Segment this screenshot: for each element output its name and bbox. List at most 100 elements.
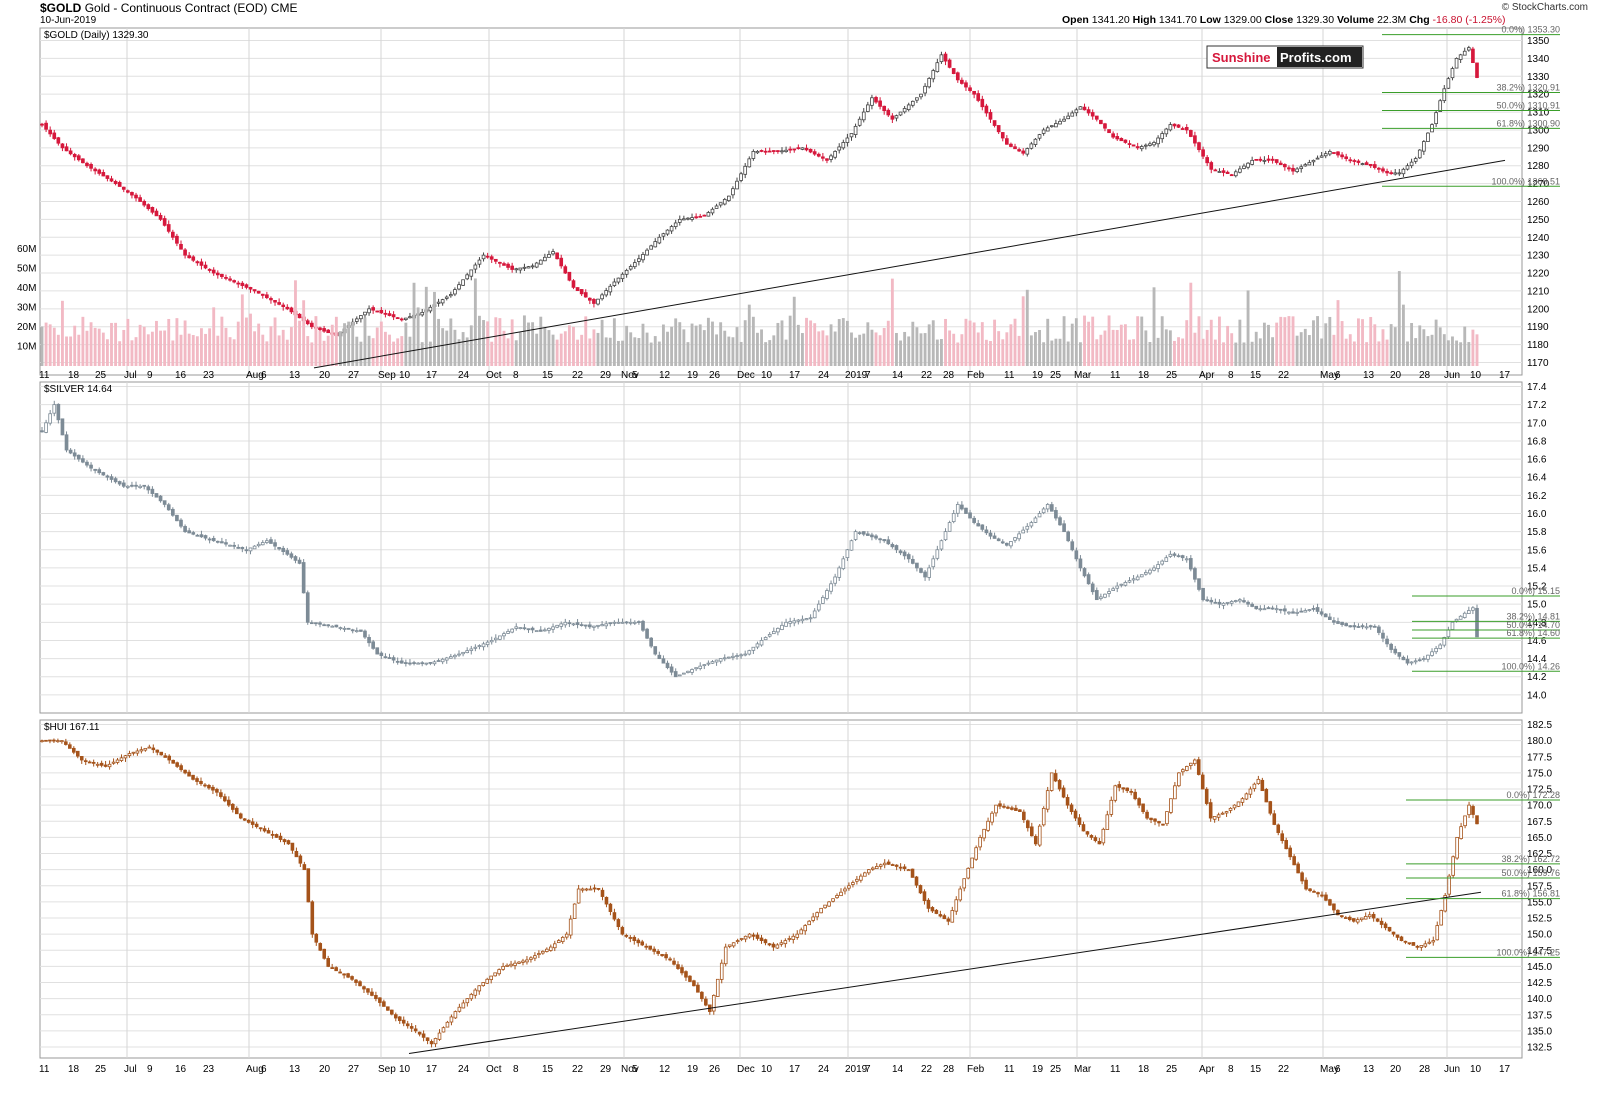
candle bbox=[992, 120, 997, 126]
candle bbox=[1348, 625, 1353, 628]
y-tick-label: 140.0 bbox=[1527, 994, 1552, 1005]
candle bbox=[191, 256, 196, 261]
candle bbox=[1208, 802, 1213, 819]
volume-bar bbox=[146, 334, 150, 366]
y-tick-label: 172.5 bbox=[1527, 785, 1552, 796]
y-tick-label: 1280 bbox=[1527, 161, 1550, 172]
candle bbox=[1107, 129, 1111, 134]
candle bbox=[653, 646, 658, 655]
volume-bar bbox=[1066, 341, 1070, 366]
fib-level-label: 61.8%) 14.60 bbox=[1506, 628, 1560, 638]
candle bbox=[857, 118, 862, 126]
volume-bar bbox=[555, 339, 559, 366]
candle bbox=[1381, 168, 1385, 172]
candle bbox=[1405, 658, 1410, 664]
candle bbox=[620, 927, 625, 935]
volume-bar bbox=[277, 335, 281, 366]
candle bbox=[64, 741, 68, 745]
candle bbox=[616, 919, 621, 928]
candle bbox=[302, 864, 307, 871]
x-tick-label: 28 bbox=[943, 1064, 955, 1075]
candle bbox=[242, 818, 247, 821]
candle bbox=[354, 979, 358, 983]
candle bbox=[309, 622, 314, 625]
volume-bar bbox=[1357, 318, 1360, 366]
candle bbox=[919, 93, 923, 98]
candle bbox=[330, 967, 334, 969]
candle bbox=[44, 422, 48, 433]
candle bbox=[1053, 773, 1058, 782]
candle bbox=[1229, 174, 1234, 177]
close-label: Close bbox=[1264, 14, 1294, 26]
candle bbox=[543, 629, 547, 632]
volume-bar bbox=[453, 329, 457, 366]
candle bbox=[342, 627, 347, 630]
candle bbox=[837, 567, 842, 578]
candle bbox=[436, 301, 441, 304]
volume-bar bbox=[69, 336, 73, 366]
fib-level-label: 50.0%) 14.70 bbox=[1506, 620, 1560, 630]
volume-bar bbox=[191, 335, 195, 366]
candle bbox=[1463, 815, 1467, 827]
volume-bar bbox=[674, 318, 678, 366]
candle bbox=[256, 543, 261, 547]
candle bbox=[807, 920, 811, 926]
volume-bar bbox=[1054, 338, 1058, 366]
candle bbox=[874, 97, 878, 103]
candle bbox=[690, 669, 694, 673]
volume-bar bbox=[85, 330, 89, 366]
volume-bar bbox=[625, 325, 629, 366]
candle bbox=[238, 813, 243, 819]
volume-bar bbox=[330, 324, 334, 366]
candle bbox=[1311, 159, 1316, 163]
candle bbox=[859, 875, 863, 881]
candle bbox=[592, 299, 596, 304]
y-tick-label: 1180 bbox=[1527, 340, 1549, 351]
candle bbox=[510, 628, 514, 633]
candle bbox=[154, 493, 159, 498]
candle bbox=[424, 662, 429, 665]
volume-bar bbox=[1017, 335, 1021, 366]
volume-bar bbox=[1369, 316, 1373, 366]
candle bbox=[1220, 812, 1225, 815]
volume-bar bbox=[48, 324, 52, 366]
volume-bar bbox=[400, 336, 404, 366]
candle bbox=[359, 315, 363, 320]
candle bbox=[743, 165, 748, 175]
y-tick-label: 135.0 bbox=[1527, 1026, 1552, 1037]
candle bbox=[1242, 600, 1246, 603]
volume-bar bbox=[379, 321, 383, 366]
candle bbox=[1291, 611, 1295, 614]
x-tick-label: 2019 bbox=[845, 370, 868, 381]
chg-value: -16.80 (-1.25%) bbox=[1432, 14, 1506, 26]
volume-bar bbox=[715, 334, 719, 366]
candle bbox=[1176, 555, 1181, 558]
volume-bar bbox=[122, 329, 126, 366]
volume-bar bbox=[1013, 318, 1017, 366]
candle bbox=[715, 978, 720, 997]
volume-bar bbox=[482, 320, 485, 366]
candle bbox=[413, 1028, 418, 1032]
candle bbox=[481, 254, 486, 260]
candle bbox=[816, 153, 821, 157]
x-tick-label: 8 bbox=[513, 1064, 519, 1075]
fib-level-label: 50.0%) 159.76 bbox=[1501, 868, 1560, 878]
candle bbox=[232, 544, 236, 547]
candle bbox=[972, 90, 976, 95]
candle bbox=[1266, 607, 1271, 610]
candle bbox=[665, 662, 670, 669]
candle bbox=[1258, 608, 1263, 611]
candle bbox=[224, 277, 228, 279]
candle bbox=[976, 523, 981, 527]
candle bbox=[882, 539, 887, 542]
y-tick-label: 175.0 bbox=[1527, 768, 1552, 779]
candle bbox=[714, 205, 719, 209]
volume-bar bbox=[1389, 324, 1393, 366]
candle bbox=[1197, 578, 1201, 590]
candle bbox=[465, 650, 470, 654]
candle bbox=[457, 653, 461, 656]
volume-bar bbox=[629, 332, 633, 366]
candle bbox=[444, 657, 449, 661]
volume-bar bbox=[265, 341, 269, 366]
volume-bar bbox=[232, 339, 236, 366]
